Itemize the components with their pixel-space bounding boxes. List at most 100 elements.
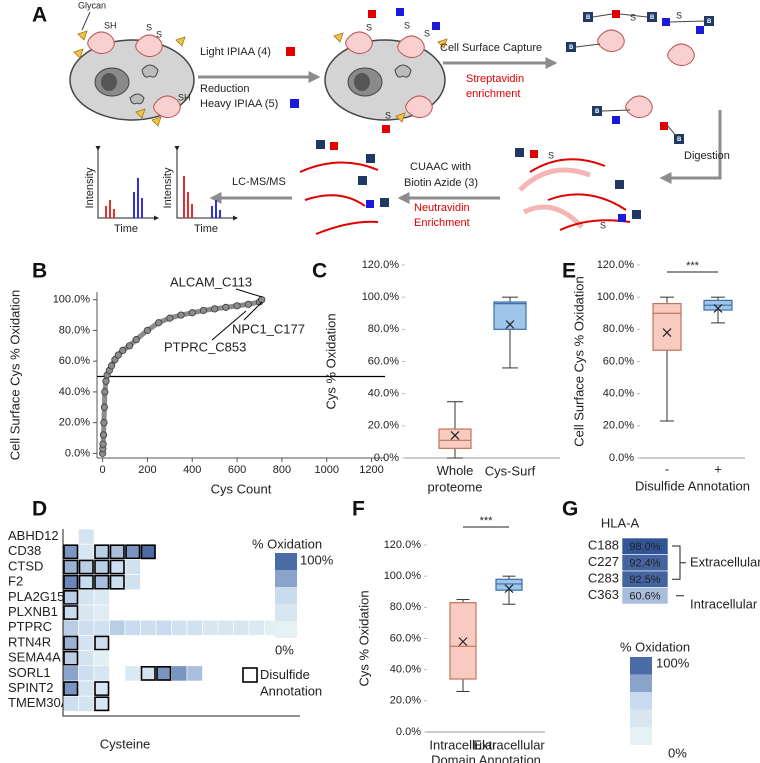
leader-line [211, 310, 247, 341]
cell [155, 619, 172, 636]
y-tick-label: 20.0% [390, 695, 421, 707]
cell [62, 559, 79, 575]
label: SH [178, 92, 191, 102]
organelle [129, 93, 145, 105]
cell [62, 650, 79, 667]
box [493, 296, 527, 369]
label: enrichment [466, 88, 520, 100]
protein [625, 95, 653, 119]
panel-letter: G [562, 498, 578, 521]
panel-a: A Glycan SH S S SH Light IPIAA (4) Reduc… [32, 0, 730, 235]
point [125, 342, 134, 350]
disulfide-outline [140, 544, 156, 560]
leader-line [243, 301, 263, 321]
colorbar-block [275, 604, 297, 621]
legend-label: Disulfide Annotation [260, 667, 322, 698]
x-tick-label: 800 [273, 464, 291, 476]
point [177, 311, 185, 319]
point [102, 377, 110, 385]
label: B [650, 15, 655, 21]
colorbar-block [275, 621, 297, 638]
nucleolus [101, 73, 117, 91]
cell [62, 619, 79, 636]
label: S [156, 29, 162, 39]
cell [78, 665, 95, 682]
disulfide-outline [63, 544, 79, 560]
disulfide-outline [78, 559, 94, 575]
cell [62, 680, 79, 697]
cell [78, 695, 95, 712]
box-body [652, 303, 682, 351]
y-tick-label: 40.0% [59, 386, 90, 398]
label: Enrichment [414, 217, 470, 229]
label: Streptavidin [466, 73, 524, 85]
cell [140, 543, 157, 560]
cell [62, 695, 79, 712]
x-tick-label: Whole proteome [428, 463, 483, 494]
point [99, 440, 107, 448]
label: S [424, 28, 430, 38]
mean-marker [450, 431, 460, 440]
label: S [385, 110, 391, 120]
row-label: TMEM30A [8, 695, 70, 710]
point [100, 403, 108, 411]
row-label: SPINT2 [8, 680, 54, 695]
label: Digestion [684, 150, 730, 162]
axis-line [62, 529, 300, 717]
box [438, 401, 472, 459]
glycan [77, 30, 88, 41]
disulfide-outline [140, 665, 156, 681]
label: B [586, 15, 591, 21]
disulfide-outline [63, 650, 79, 666]
colorbar-block [630, 709, 652, 728]
panel-letter: A [32, 4, 47, 27]
disulfide-outline [94, 681, 110, 696]
point [155, 319, 163, 327]
x-tick-label: 0 [100, 464, 106, 476]
disulfide-outline [109, 544, 125, 560]
row-label: SORL1 [8, 665, 51, 680]
cell [78, 680, 95, 697]
colorbar-label: 0% [275, 642, 294, 657]
cell [62, 665, 79, 682]
glycan [333, 32, 344, 43]
cell [78, 619, 95, 636]
row-label: CTSD [8, 558, 43, 573]
disulfide-outline [94, 559, 110, 575]
cell [155, 665, 172, 682]
cell [109, 543, 126, 560]
cell [62, 604, 79, 621]
disulfide-outline [94, 635, 110, 651]
y-tick-label: 20.0% [368, 420, 399, 432]
organelle [394, 64, 412, 78]
organelle [141, 64, 159, 78]
label: B [595, 109, 600, 115]
label: S [630, 12, 636, 22]
row-label: SEMA4A [8, 650, 61, 665]
point [101, 388, 109, 396]
panel-letter: E [562, 260, 576, 283]
cell [124, 619, 141, 636]
y-axis-label: Cys % Oxidation [323, 313, 338, 409]
label: S [600, 220, 606, 230]
mean-marker [505, 320, 515, 329]
cell [93, 619, 110, 636]
cell [93, 695, 110, 712]
cell [171, 619, 188, 636]
disulfide-outline [125, 544, 141, 560]
annotation: NPC1_C177 [232, 321, 305, 336]
label: SH [104, 20, 117, 30]
y-tick-label: 80.0% [368, 323, 399, 335]
disulfide-outline [63, 559, 79, 575]
box-body [495, 578, 523, 591]
x-tick-label: Cys-Surf [485, 463, 536, 478]
row-label: F2 [8, 574, 23, 589]
leader [81, 11, 91, 31]
point [233, 302, 241, 310]
cell [78, 635, 95, 651]
disulfide-outline [94, 574, 110, 590]
point [199, 306, 208, 315]
cell [93, 589, 110, 606]
y-tick-label: 40.0% [368, 388, 399, 400]
title: HLA-A [601, 515, 640, 530]
